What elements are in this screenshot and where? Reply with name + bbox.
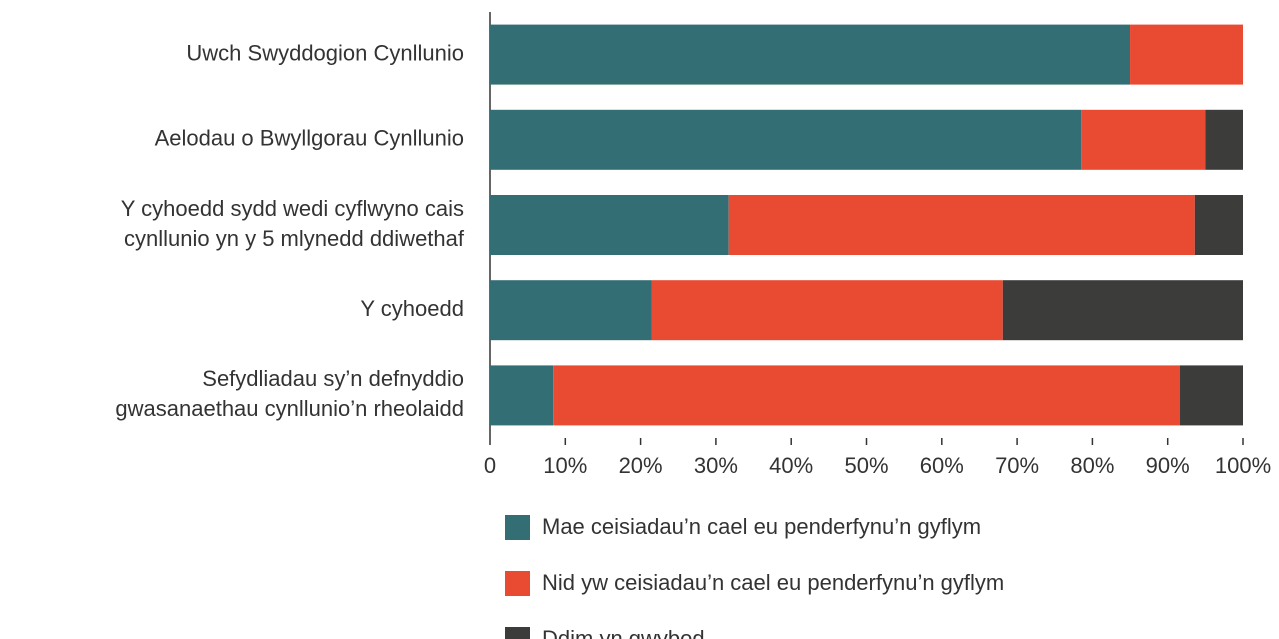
- bar-segment: [490, 24, 1131, 85]
- x-tick-label: 0: [484, 453, 496, 478]
- bar-segment: [651, 280, 1003, 341]
- bar-segment: [1205, 109, 1243, 170]
- bar-segment: [1194, 195, 1243, 255]
- category-label: Y cyhoedd sydd wedi cyflwyno cais: [121, 196, 464, 221]
- bar-segment: [490, 280, 652, 341]
- legend-label: Mae ceisiadau’n cael eu penderfynu’n gyf…: [542, 514, 981, 539]
- legend-swatch: [505, 515, 530, 540]
- category-label: Aelodau o Bwyllgorau Cynllunio: [155, 126, 464, 151]
- bar-segment: [1179, 365, 1243, 426]
- x-tick-label: 60%: [920, 453, 964, 478]
- category-label: Uwch Swyddogion Cynllunio: [186, 40, 464, 65]
- category-label: gwasanaethau cynllunio’n rheolaidd: [115, 396, 464, 421]
- bar-segment: [1081, 109, 1206, 170]
- bar-segment: [553, 365, 1180, 426]
- x-tick-label: 100%: [1215, 453, 1271, 478]
- x-tick-label: 80%: [1070, 453, 1114, 478]
- x-tick-label: 20%: [619, 453, 663, 478]
- x-tick-label: 50%: [844, 453, 888, 478]
- bar-segment: [728, 195, 1195, 255]
- category-label: Y cyhoedd: [360, 296, 464, 321]
- bar-segment: [490, 365, 554, 426]
- legend-swatch: [505, 627, 530, 639]
- category-label: Sefydliadau sy’n defnyddio: [202, 366, 464, 391]
- bar-segment: [490, 109, 1082, 170]
- bar-segment: [1130, 24, 1243, 85]
- legend-swatch: [505, 571, 530, 596]
- category-label: cynllunio yn y 5 mlynedd ddiwethaf: [124, 226, 465, 251]
- legend-label: Ddim yn gwybod: [542, 626, 705, 639]
- bar-segment: [1002, 280, 1243, 341]
- bar-segment: [490, 195, 729, 255]
- legend-label: Nid yw ceisiadau’n cael eu penderfynu’n …: [542, 570, 1004, 595]
- x-tick-label: 70%: [995, 453, 1039, 478]
- x-tick-label: 90%: [1146, 453, 1190, 478]
- x-tick-label: 30%: [694, 453, 738, 478]
- x-tick-label: 40%: [769, 453, 813, 478]
- x-tick-label: 10%: [543, 453, 587, 478]
